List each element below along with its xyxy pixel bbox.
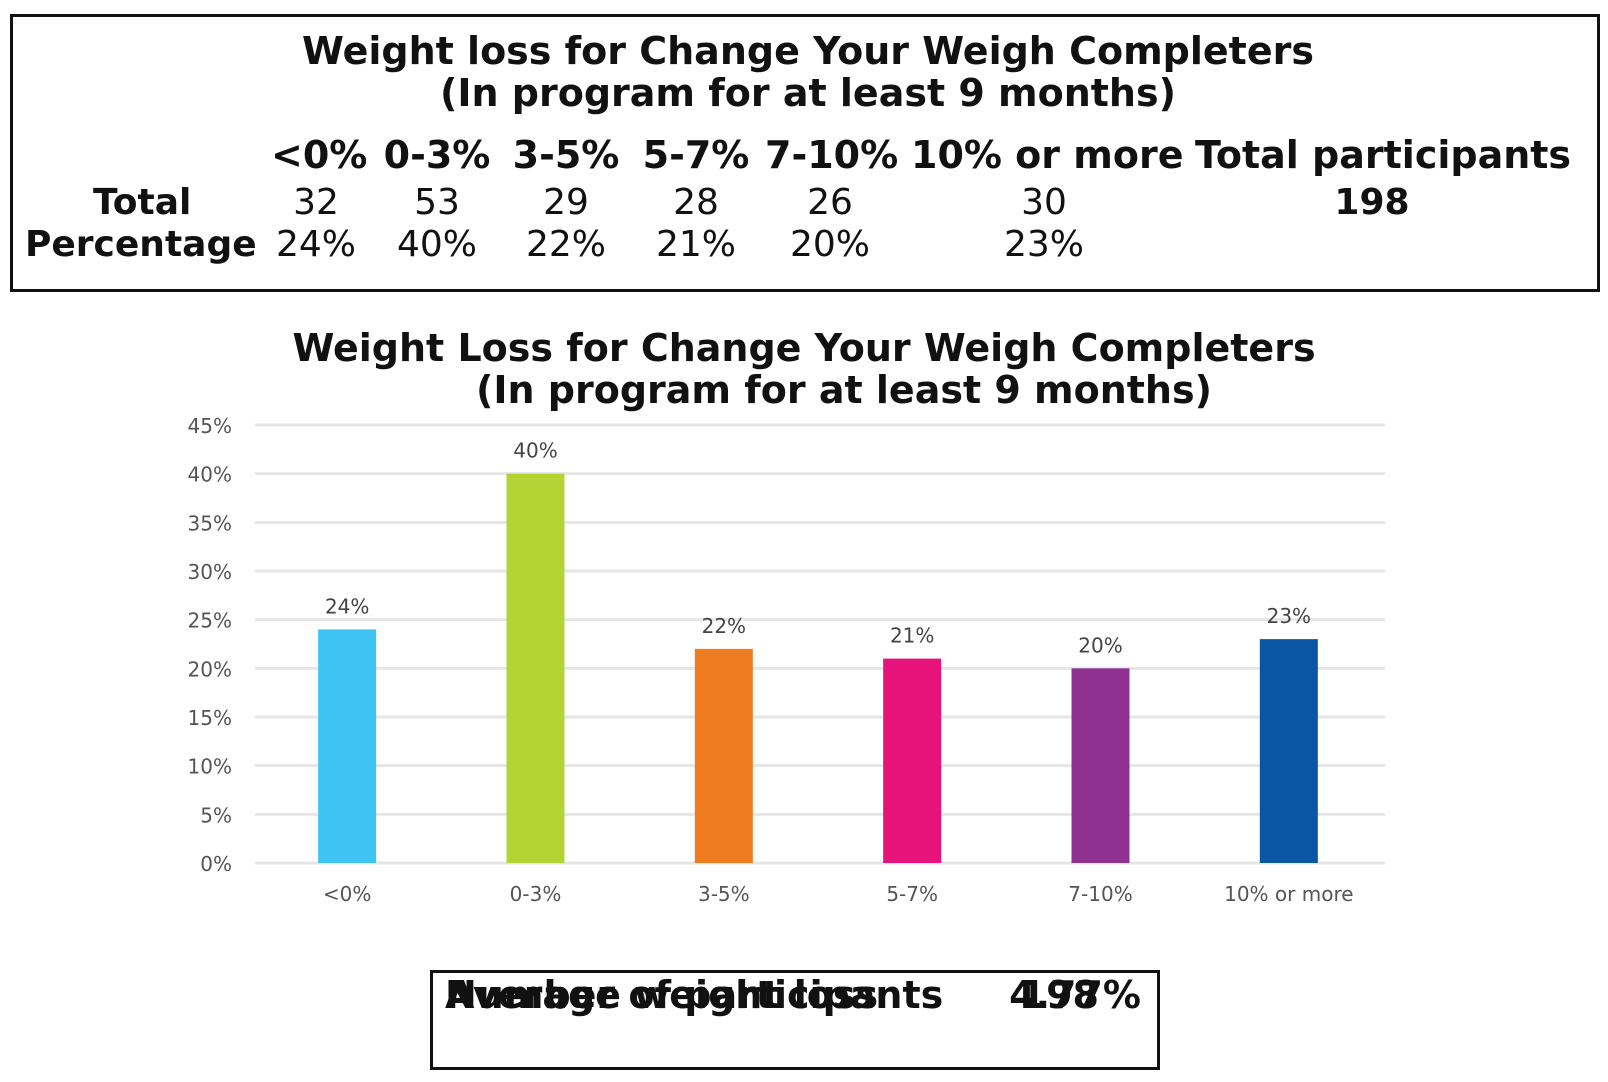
x-tick-label: 7-10% <box>1068 882 1132 906</box>
table-cell: 53 <box>414 182 460 223</box>
table-cell: 40% <box>396 224 477 265</box>
column-header: 5-7% <box>642 133 750 177</box>
y-axis-ticks: 0% 5% 10% 15% 20% 25% 30% 35% 40% 45% <box>188 414 232 876</box>
y-tick-label: 0% <box>200 852 232 876</box>
table-cell: 21% <box>655 224 736 265</box>
x-axis-ticks: <0% 0-3% 3-5% 5-7% 7-10% 10% or more <box>323 882 1354 906</box>
table-title: Weight loss for Change Your Weigh Comple… <box>302 29 1314 73</box>
gridlines <box>255 423 1385 865</box>
table-cell-total-participants: 198 <box>1334 182 1410 223</box>
y-tick-label: 20% <box>188 657 232 681</box>
table-cell: 23% <box>1003 224 1084 265</box>
column-header: 3-5% <box>512 133 620 177</box>
data-labels: 24% 40% 22% 21% 20% 23% <box>325 439 1311 658</box>
y-tick-label: 40% <box>188 463 232 487</box>
average-label: Average weight loss <box>445 973 879 1017</box>
table-cell: 22% <box>525 224 606 265</box>
summary-table: Weight loss for Change Your Weigh Comple… <box>10 14 1600 292</box>
bar <box>883 658 942 863</box>
bar <box>1071 668 1130 863</box>
table-cell: 29 <box>543 182 589 223</box>
y-tick-label: 5% <box>200 803 232 827</box>
y-tick-label: 30% <box>188 560 232 584</box>
y-tick-label: 25% <box>188 609 232 633</box>
row-label-percentage: Percentage <box>25 224 257 265</box>
bar <box>506 473 565 863</box>
average-value: 4.77% <box>1009 973 1141 1017</box>
table-cell: 26 <box>807 182 853 223</box>
bar <box>694 648 753 863</box>
bars <box>318 473 1318 863</box>
x-tick-label: 0-3% <box>510 882 562 906</box>
table-cell: 20% <box>789 224 870 265</box>
data-label: 21% <box>890 624 934 648</box>
data-label: 20% <box>1078 633 1122 657</box>
x-tick-label: 10% or more <box>1224 882 1353 906</box>
table-cell: 28 <box>673 182 719 223</box>
data-label: 24% <box>325 594 369 618</box>
data-label: 40% <box>513 439 557 463</box>
x-tick-label: 5-7% <box>886 882 938 906</box>
y-tick-label: 15% <box>188 706 232 730</box>
chart-subtitle: (In program for at least 9 months) <box>476 368 1212 412</box>
x-tick-label: <0% <box>323 882 372 906</box>
column-header: 10% or more <box>911 133 1184 177</box>
y-tick-label: 10% <box>188 755 232 779</box>
x-tick-label: 3-5% <box>698 882 750 906</box>
y-tick-label: 45% <box>188 414 232 438</box>
participants-value: 198 <box>1019 973 1099 1017</box>
table-cell: 24% <box>275 224 356 265</box>
table-subtitle: (In program for at least 9 months) <box>440 71 1176 115</box>
bar <box>1259 639 1318 863</box>
column-header: <0% <box>271 133 368 177</box>
data-label: 22% <box>702 614 746 638</box>
row-label-total: Total <box>93 182 192 223</box>
column-header: 7-10% <box>765 133 899 177</box>
table-cell: 30 <box>1021 182 1067 223</box>
column-header: 0-3% <box>383 133 491 177</box>
y-tick-label: 35% <box>188 511 232 535</box>
table-cell: 32 <box>293 182 339 223</box>
data-label: 23% <box>1267 604 1311 628</box>
chart-title: Weight Loss for Change Your Weigh Comple… <box>292 326 1316 370</box>
stats-box: Number of participants 198 Average weigh… <box>430 970 1160 1070</box>
column-header-total: Total participants <box>1195 133 1572 177</box>
participants-label: Number of participants <box>445 973 944 1017</box>
bar <box>318 629 377 863</box>
